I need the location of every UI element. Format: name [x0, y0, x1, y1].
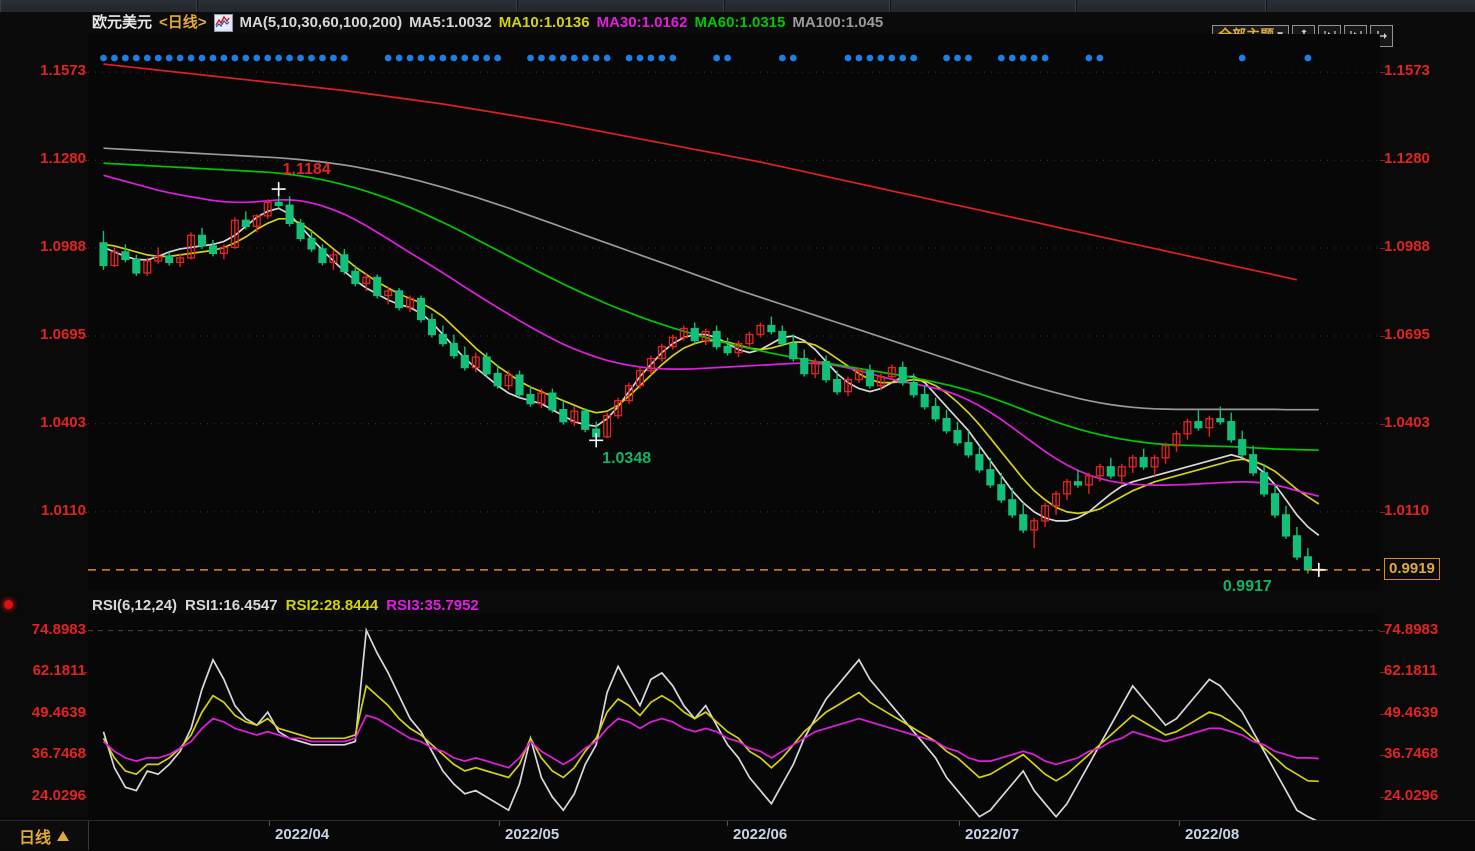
axis-tick-mark — [82, 797, 87, 798]
date-axis-tick — [959, 821, 960, 826]
axis-tick-mark — [1380, 423, 1385, 425]
last-price-badge: 0.9919 — [1384, 558, 1440, 581]
low-price-annotation: 1.0348 — [602, 450, 652, 468]
axis-tick-mark — [82, 511, 87, 513]
high-price-annotation: 1.1184 — [282, 161, 331, 179]
axis-tick-label: 1.1573 — [1384, 62, 1430, 80]
rsi3-value: RSI3:35.7952 — [386, 597, 479, 614]
price-chart-canvas — [88, 54, 1380, 577]
axis-tick-mark — [82, 755, 87, 757]
date-axis-label: 2022/07 — [965, 826, 1020, 843]
axis-tick-mark — [1380, 511, 1385, 513]
chart-header: 欧元美元 <日线> MA(5,10,30,60,100,200) MA5:1.0… — [0, 12, 1475, 47]
rsi-chart-panel[interactable] — [88, 614, 1380, 823]
axis-tick-label: 1.0403 — [40, 413, 86, 431]
date-axis: 日线 2022/04 2022/05 2022/06 2022/07 2022/08 — [0, 820, 1475, 851]
axis-tick-label: 49.4639 — [31, 703, 86, 721]
price-chart-panel[interactable] — [88, 34, 1380, 590]
axis-tick-mark — [82, 72, 87, 74]
axis-tick-label: 62.1811 — [1384, 662, 1438, 680]
rsi-header: RSI(6,12,24) RSI1:16.4547 RSI2:28.8444 R… — [92, 596, 487, 616]
ma-formula: MA(5,10,30,60,100,200) — [239, 14, 403, 31]
axis-tick-label: 36.7468 — [1384, 745, 1439, 763]
ma-indicator-icon[interactable] — [213, 14, 233, 32]
triangle-up-icon — [57, 830, 69, 841]
axis-tick-mark — [1380, 160, 1385, 162]
date-axis-tick — [499, 821, 500, 826]
axis-tick-mark — [1380, 72, 1385, 74]
period-selector[interactable]: 日线 — [0, 821, 89, 850]
rsi-alert-icon — [4, 600, 13, 609]
axis-tick-mark — [1380, 630, 1385, 632]
ma60-value: MA60:1.0315 — [694, 14, 786, 31]
axis-tick-label: 1.0110 — [1384, 501, 1430, 519]
rsi-chart-canvas — [88, 627, 1380, 823]
axis-tick-label: 1.1573 — [40, 62, 86, 80]
period-selector-label: 日线 — [18, 829, 51, 847]
date-axis-label: 2022/04 — [275, 826, 330, 843]
rsi-formula[interactable]: RSI(6,12,24) — [92, 597, 178, 614]
axis-tick-mark — [1380, 713, 1385, 715]
axis-tick-label: 1.1280 — [40, 150, 86, 168]
axis-tick-label: 74.8983 — [1384, 620, 1439, 638]
axis-tick-mark — [82, 630, 87, 632]
axis-tick-mark — [82, 247, 87, 249]
date-axis-tick — [269, 821, 270, 826]
rsi1-value: RSI1:16.4547 — [185, 597, 278, 614]
ma100-value: MA100:1.045 — [792, 14, 884, 31]
axis-tick-label: 62.1811 — [32, 662, 86, 680]
axis-tick-mark — [1380, 755, 1385, 757]
axis-tick-label: 1.0988 — [1384, 237, 1430, 255]
rsi2-value: RSI2:28.8444 — [285, 597, 379, 614]
date-axis-label: 2022/06 — [733, 826, 788, 843]
axis-tick-mark — [82, 713, 87, 715]
axis-tick-label: 74.8983 — [31, 620, 86, 638]
axis-tick-label: 1.0695 — [40, 326, 86, 344]
axis-tick-mark — [1380, 336, 1385, 338]
axis-tick-mark — [82, 423, 87, 425]
axis-tick-label: 1.0403 — [1384, 413, 1430, 431]
axis-tick-label: 1.0988 — [40, 237, 86, 255]
axis-tick-label: 49.4639 — [1384, 703, 1439, 721]
axis-tick-label: 1.0110 — [40, 501, 86, 519]
axis-tick-label: 1.0695 — [1384, 326, 1430, 344]
axis-tick-mark — [1380, 672, 1385, 674]
date-axis-label: 2022/05 — [505, 826, 560, 843]
axis-tick-label: 1.1280 — [1384, 150, 1430, 168]
axis-tick-mark — [82, 160, 87, 162]
date-axis-tick — [1179, 821, 1180, 826]
ma10-value: MA10:1.0136 — [498, 14, 590, 31]
axis-tick-label: 24.0296 — [31, 787, 86, 804]
last-price-annotation: 0.9917 — [1222, 577, 1272, 595]
date-axis-label: 2022/08 — [1185, 826, 1240, 843]
axis-tick-mark — [1380, 247, 1385, 249]
symbol-name[interactable]: 欧元美元 — [92, 14, 153, 31]
axis-tick-mark — [82, 336, 87, 338]
symbol-period-tag: <日线> — [159, 14, 207, 31]
axis-tick-label: 24.0296 — [1384, 787, 1439, 804]
ma30-value: MA30:1.0162 — [596, 14, 688, 31]
date-axis-tick — [727, 821, 728, 826]
ma5-value: MA5:1.0032 — [409, 14, 492, 31]
axis-tick-mark — [1380, 797, 1385, 798]
axis-tick-label: 36.7468 — [31, 745, 86, 763]
axis-tick-mark — [82, 672, 87, 674]
